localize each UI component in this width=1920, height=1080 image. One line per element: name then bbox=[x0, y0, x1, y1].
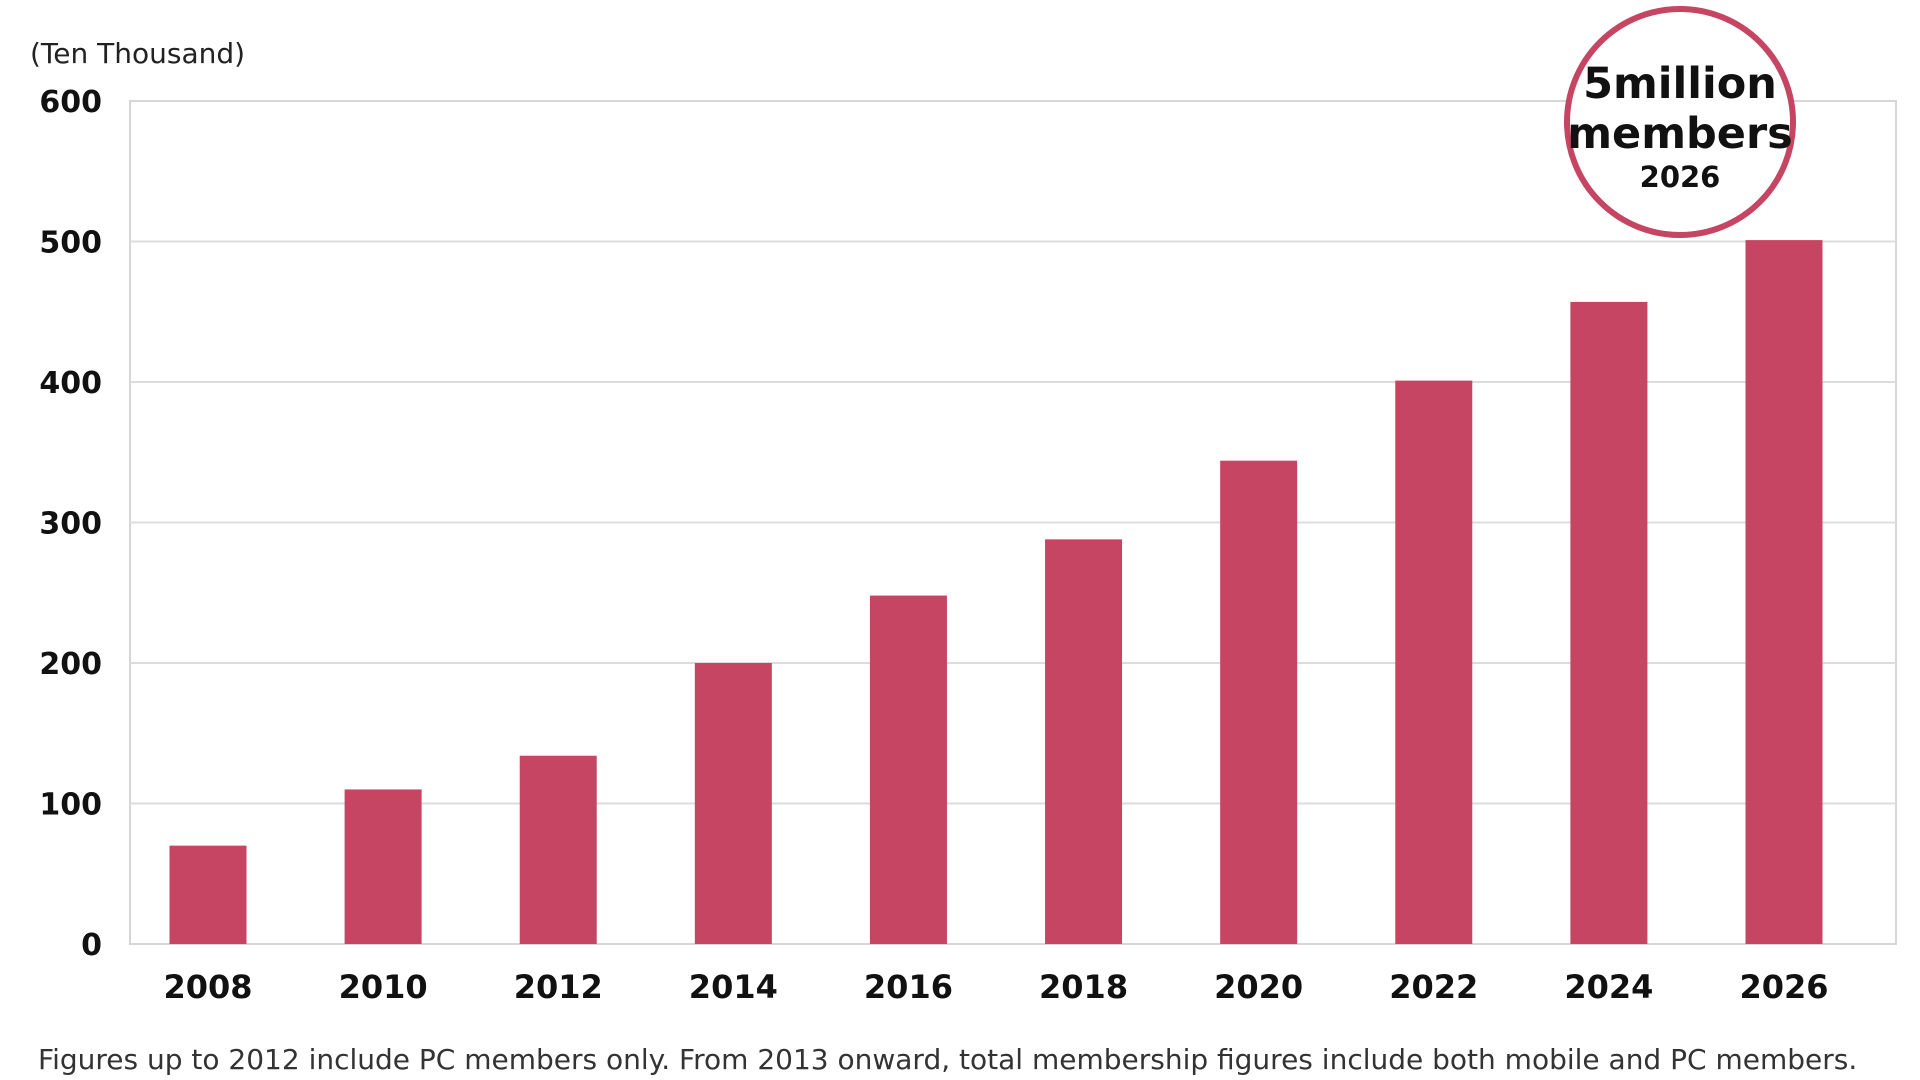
y-tick-label: 200 bbox=[39, 647, 102, 682]
x-tick-label: 2020 bbox=[1214, 968, 1303, 1006]
x-tick-label: 2012 bbox=[514, 968, 603, 1006]
bar-2022 bbox=[1395, 380, 1473, 945]
x-tick-label: 2018 bbox=[1039, 968, 1128, 1006]
x-tick-label: 2008 bbox=[163, 968, 252, 1006]
x-tick-label: 2022 bbox=[1389, 968, 1478, 1006]
y-tick-label: 0 bbox=[81, 928, 102, 963]
bar-2016 bbox=[869, 595, 947, 944]
y-tick-label: 100 bbox=[39, 788, 102, 823]
x-tick-label: 2016 bbox=[864, 968, 953, 1006]
bars bbox=[169, 240, 1823, 945]
y-tick-label: 500 bbox=[39, 226, 102, 261]
five-million-members-badge: 5million members 2026 bbox=[1564, 6, 1796, 238]
y-axis-ticks: 0 100 200 300 400 500 600 bbox=[39, 85, 102, 963]
x-tick-label: 2026 bbox=[1739, 968, 1828, 1006]
bar-2010 bbox=[344, 789, 422, 944]
y-axis-unit-label: (Ten Thousand) bbox=[30, 37, 245, 70]
bar-2024 bbox=[1570, 301, 1648, 944]
bar-2008 bbox=[169, 845, 247, 944]
x-tick-label: 2024 bbox=[1564, 968, 1653, 1006]
bar-2012 bbox=[519, 755, 597, 944]
badge-line-2: members bbox=[1567, 109, 1793, 159]
x-axis-ticks: 2008 2010 2012 2014 2016 2018 2020 2022 2024 2026 bbox=[163, 968, 1828, 1006]
y-tick-label: 400 bbox=[39, 366, 102, 401]
badge-line-1: 5million bbox=[1583, 59, 1777, 109]
x-tick-label: 2014 bbox=[689, 968, 778, 1006]
y-tick-label: 300 bbox=[39, 507, 102, 542]
bar-2018 bbox=[1045, 539, 1123, 944]
badge-circle bbox=[1564, 6, 1796, 238]
bar-2026 bbox=[1745, 240, 1823, 945]
x-tick-label: 2010 bbox=[339, 968, 428, 1006]
chart-footnote: Figures up to 2012 include PC members on… bbox=[38, 1043, 1857, 1076]
bar-2020 bbox=[1220, 460, 1298, 944]
badge-year: 2026 bbox=[1640, 160, 1721, 194]
bar-2014 bbox=[694, 663, 772, 944]
y-tick-label: 600 bbox=[39, 85, 102, 120]
